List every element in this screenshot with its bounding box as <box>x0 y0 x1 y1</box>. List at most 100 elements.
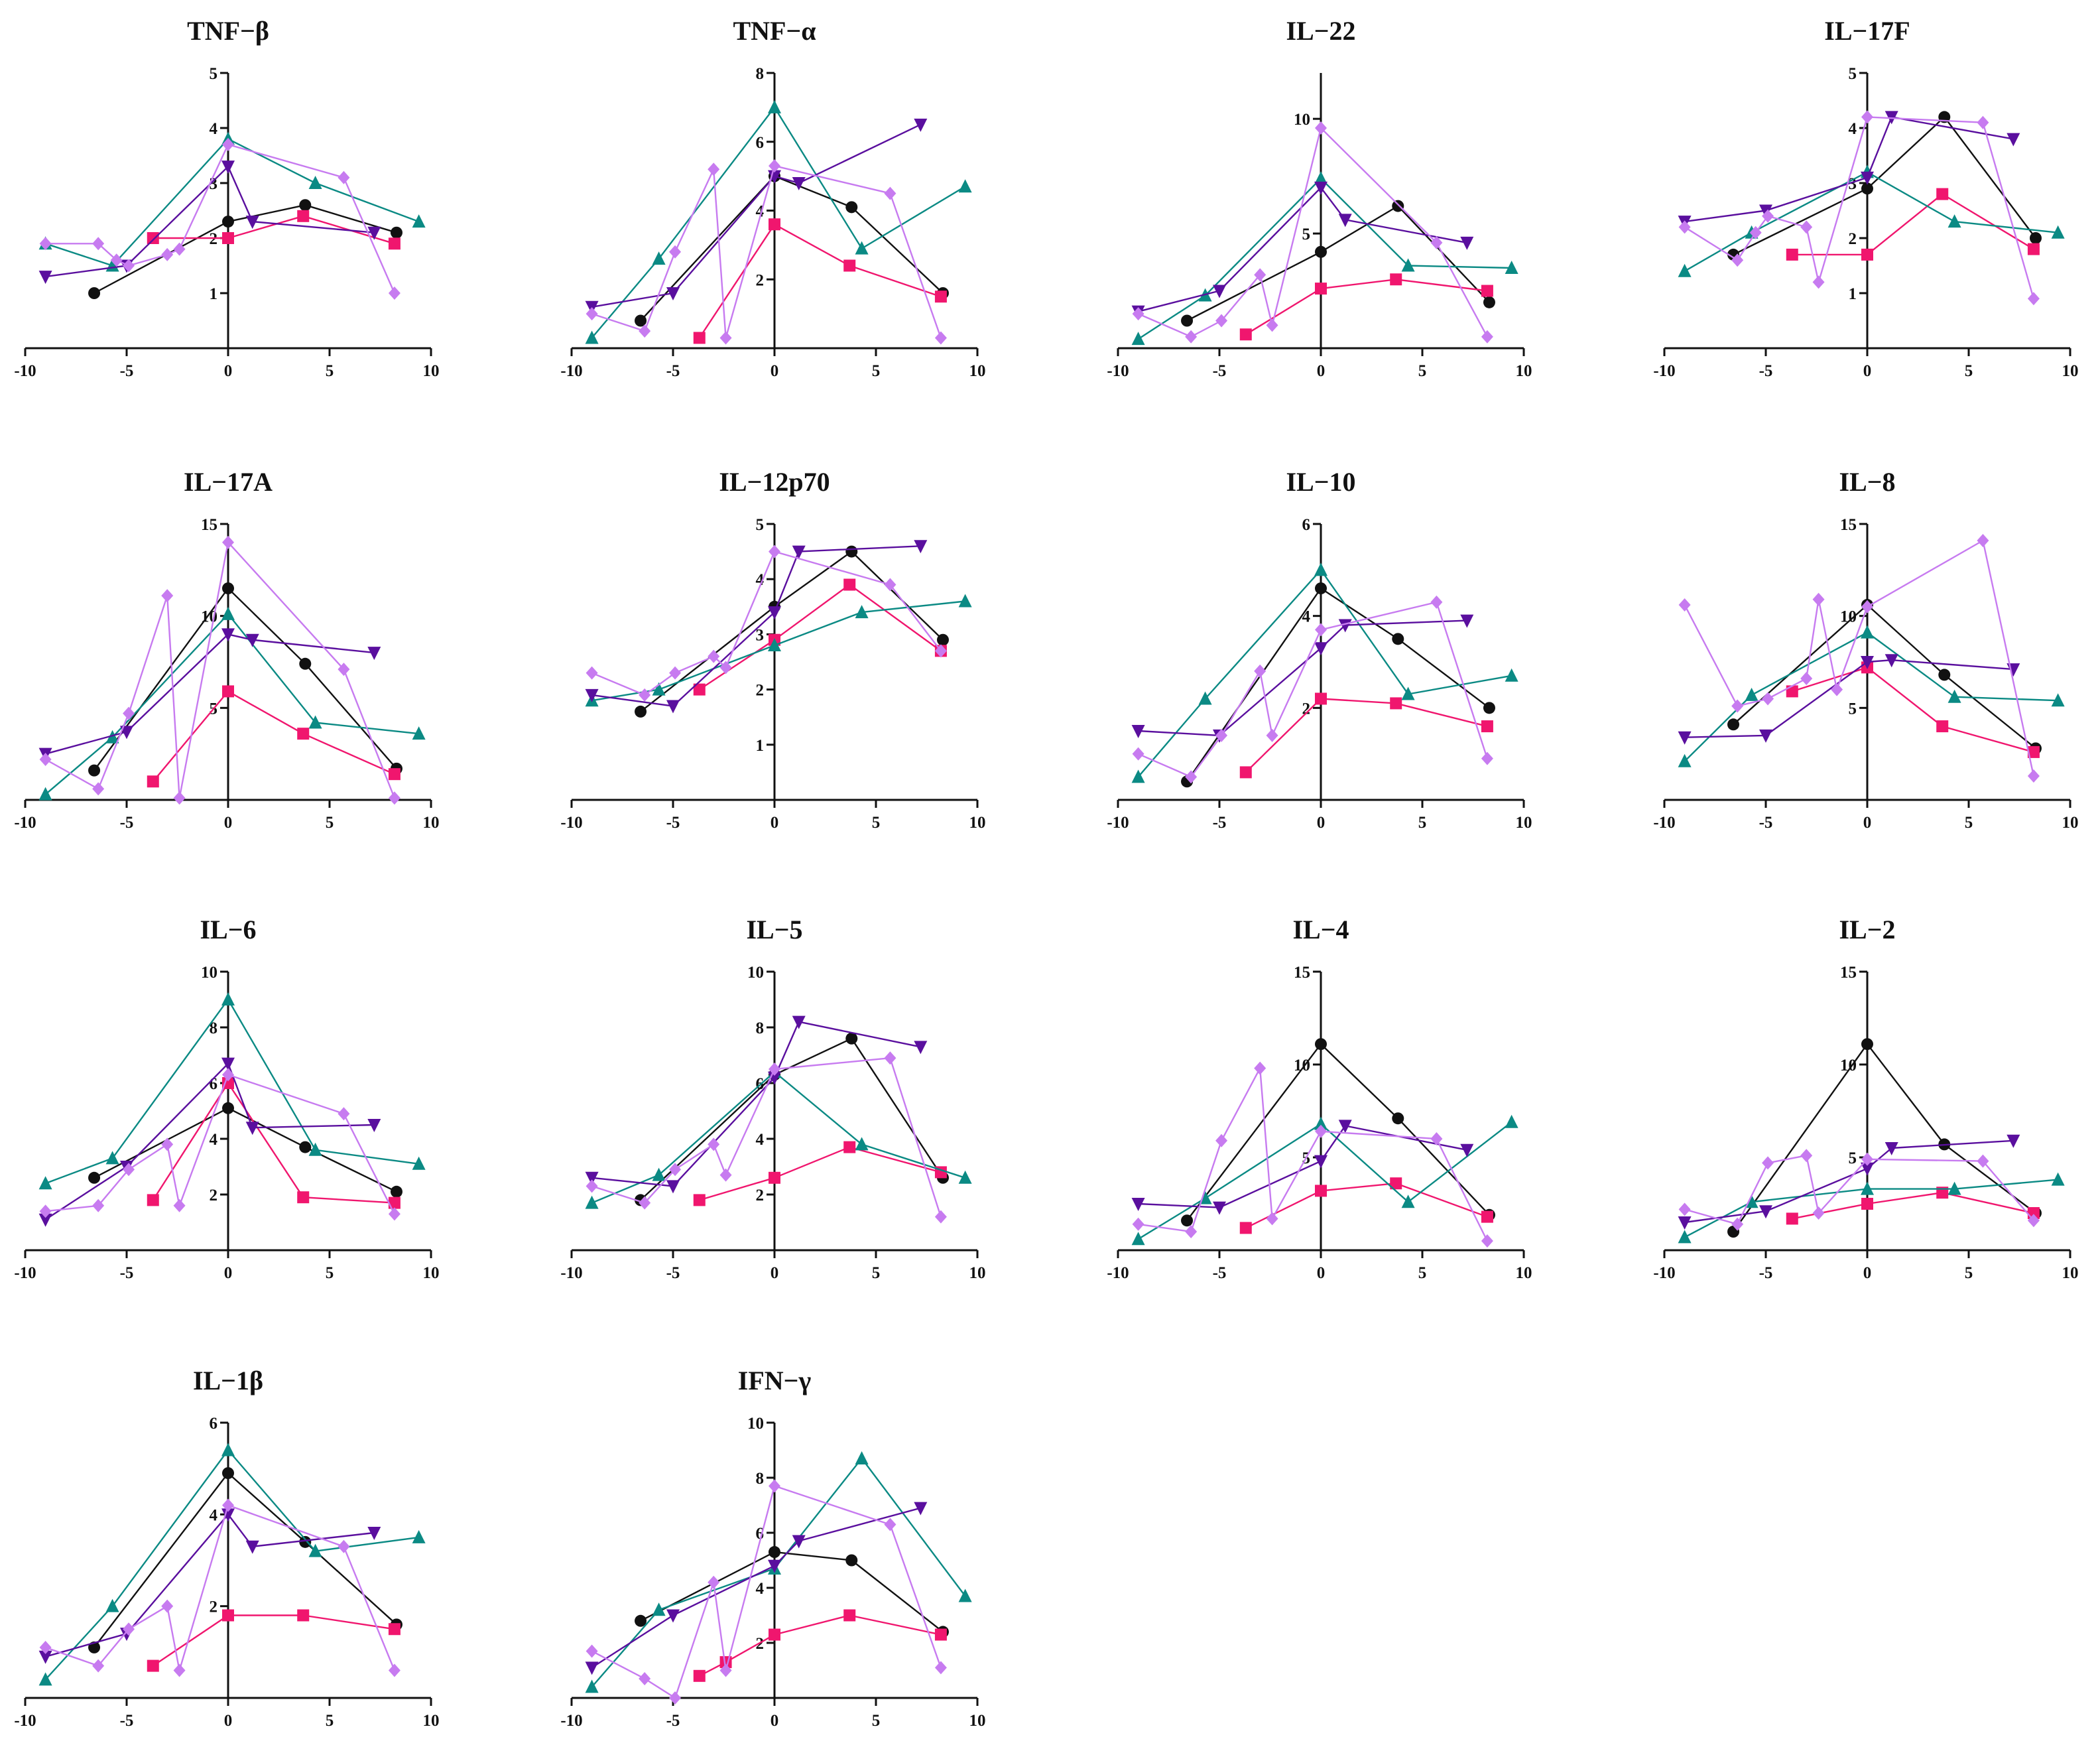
x-tick-label: 0 <box>771 1712 779 1730</box>
panel-title: IL−4 <box>1292 915 1349 944</box>
series-lavender-point <box>1731 699 1744 713</box>
series-pink-point <box>222 1077 234 1089</box>
series-pink-point <box>1786 685 1798 698</box>
series-black-point <box>299 1141 312 1153</box>
series-black-line <box>1733 604 2036 749</box>
series-lavender <box>39 137 401 300</box>
series-lavender-point <box>222 1068 234 1082</box>
series-teal <box>1131 171 1518 346</box>
series-purple-point <box>792 1015 806 1029</box>
series-teal-point <box>1314 562 1328 576</box>
series-pink-point <box>693 332 706 344</box>
series-purple-point <box>914 1502 928 1516</box>
y-tick-label: 15 <box>1840 964 1857 982</box>
y-tick-label: 5 <box>756 516 765 534</box>
series-black-point <box>222 582 234 595</box>
y-tick-label: 2 <box>1302 700 1311 718</box>
series-teal-line <box>1137 569 1512 778</box>
y-tick-label: 5 <box>210 65 218 83</box>
series-black-point <box>1483 702 1495 714</box>
series-lavender-point <box>1800 671 1813 685</box>
series-lavender-point <box>1762 1156 1774 1170</box>
x-tick-label: -10 <box>1653 362 1675 380</box>
series-purple <box>38 628 381 761</box>
x-tick-label: -5 <box>1213 1264 1227 1282</box>
series-lavender-point <box>708 1575 720 1589</box>
series-purple-point <box>585 1171 599 1185</box>
series-teal-point <box>38 1672 52 1686</box>
series-lavender-point <box>388 1663 401 1677</box>
series-lavender-point <box>222 137 234 151</box>
series-teal <box>38 1443 426 1686</box>
series-purple <box>585 1015 928 1194</box>
x-tick-label: -5 <box>666 1712 680 1730</box>
series-purple-point <box>245 216 259 229</box>
x-tick-label: 10 <box>423 1712 440 1730</box>
series-black-line <box>640 550 944 712</box>
series-pink-point <box>222 1609 234 1622</box>
panel-title: IL−17F <box>1824 16 1910 46</box>
series-teal-line <box>44 613 419 795</box>
series-lavender-point <box>1266 318 1278 332</box>
series-teal <box>38 992 426 1190</box>
series-purple-point <box>914 540 928 554</box>
series-purple-point <box>367 226 381 240</box>
series-teal-point <box>855 1137 869 1151</box>
series-pink-point <box>934 1628 947 1641</box>
series-teal-point <box>2051 225 2065 239</box>
series-lavender-point <box>1977 1154 1989 1168</box>
y-tick-label: 2 <box>210 230 218 248</box>
series-teal-point <box>412 726 426 740</box>
series-lavender-point <box>1812 275 1825 289</box>
x-tick-label: -10 <box>1107 814 1129 832</box>
x-tick-label: -5 <box>1759 362 1773 380</box>
series-lavender-line <box>591 164 942 339</box>
series-lavender-point <box>338 170 350 184</box>
series-pink <box>1239 1177 1493 1234</box>
series-teal-point <box>221 1443 235 1456</box>
series-lavender <box>1132 1061 1493 1248</box>
x-tick-label: -5 <box>120 1712 134 1730</box>
series-black-point <box>222 1467 234 1480</box>
x-tick-label: 5 <box>1418 1264 1427 1282</box>
x-tick-label: -5 <box>120 1264 134 1282</box>
series-lavender-point <box>1800 1149 1813 1163</box>
y-tick-label: 2 <box>756 271 765 289</box>
series-pink-point <box>1239 328 1252 341</box>
x-tick-label: -10 <box>14 362 36 380</box>
series-pink-point <box>388 237 401 250</box>
series-lavender-point <box>1762 692 1774 706</box>
series-lavender-point <box>1762 209 1774 223</box>
y-tick-label: 6 <box>756 1525 765 1543</box>
series-purple-point <box>1131 725 1145 738</box>
series-lavender-point <box>719 661 732 675</box>
series-pink-point <box>1861 248 1873 261</box>
series-pink-point <box>297 728 310 740</box>
series-black <box>88 1102 402 1198</box>
series-purple-line <box>591 1021 921 1187</box>
series-lavender-point <box>769 1063 780 1076</box>
x-tick-label: 10 <box>423 814 440 832</box>
x-tick-label: 10 <box>423 1264 440 1282</box>
y-tick-label: 4 <box>756 1131 765 1149</box>
series-purple-point <box>1861 1162 1874 1176</box>
series-teal-point <box>1947 214 1961 228</box>
series-lavender-point <box>586 1644 598 1658</box>
series-pink-point <box>693 683 706 696</box>
series-pink-point <box>1315 283 1327 295</box>
series-pink-point <box>1315 692 1327 705</box>
series-black-point <box>769 1546 780 1559</box>
series-black-point <box>1938 669 1951 681</box>
series-pink-point <box>222 685 234 698</box>
series-purple-point <box>768 170 781 184</box>
series-lavender-point <box>1977 533 1989 547</box>
series-lavender-point <box>39 752 52 766</box>
series-pink <box>693 578 947 696</box>
series-purple-line <box>45 1514 375 1657</box>
y-tick-label: 10 <box>747 1415 764 1433</box>
series-pink-line <box>698 224 942 339</box>
series-black-point <box>845 1032 858 1045</box>
series-teal-point <box>1947 689 1961 703</box>
series-purple-line <box>1138 186 1467 312</box>
